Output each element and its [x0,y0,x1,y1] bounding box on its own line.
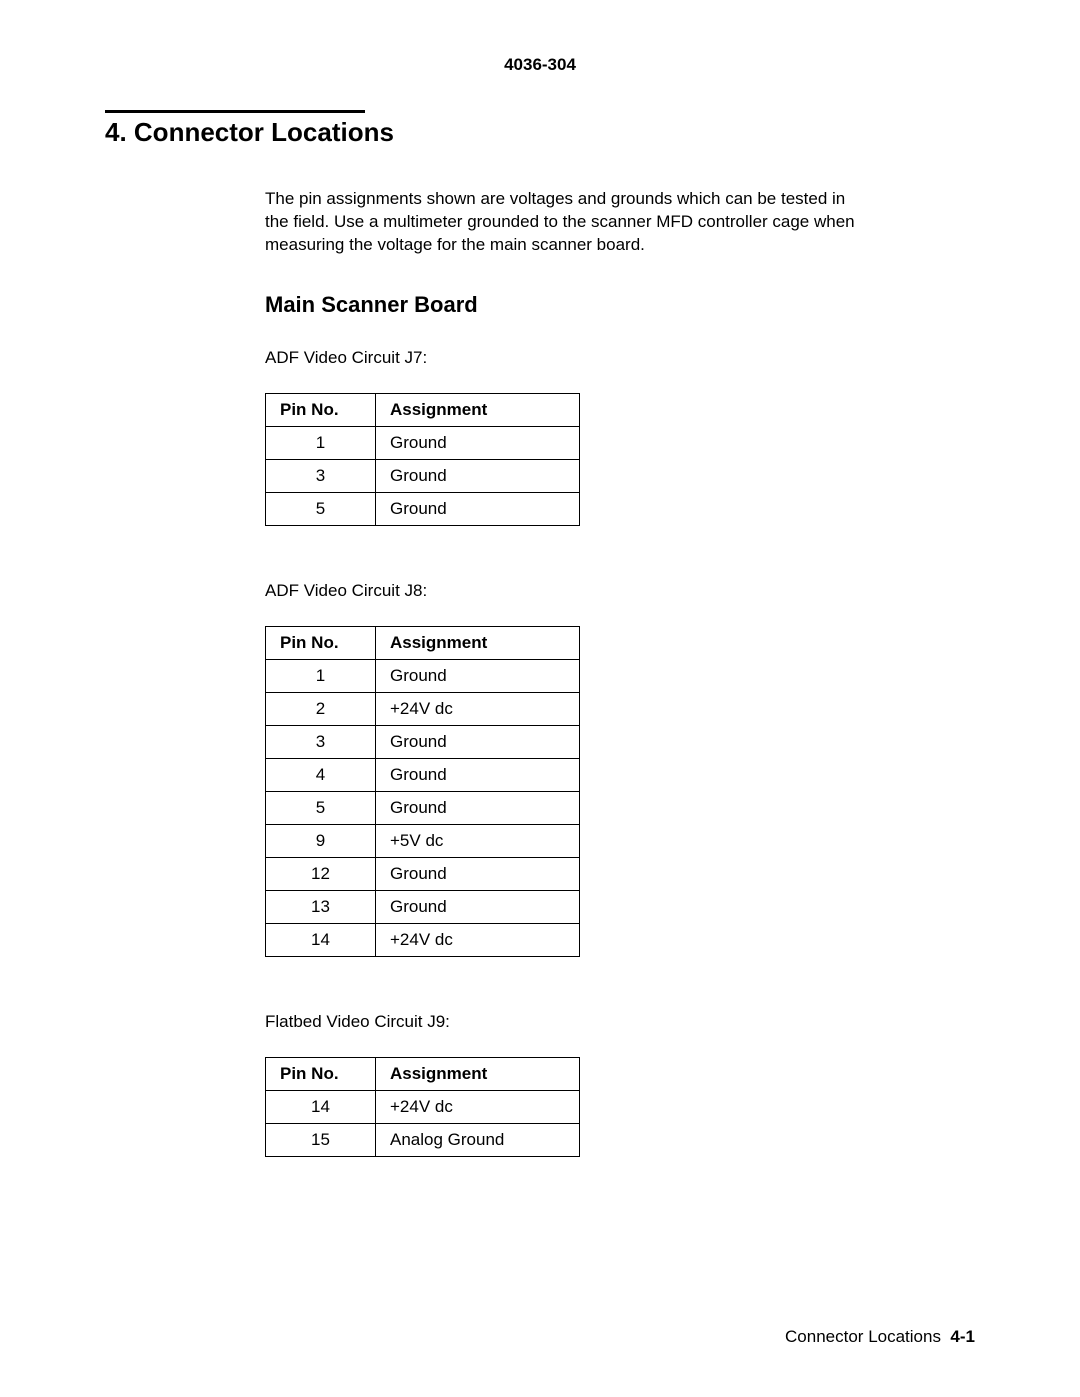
assignment-cell: Ground [376,492,580,525]
section-title: Main Scanner Board [265,292,865,318]
pin-cell: 5 [266,492,376,525]
chapter-title: 4. Connector Locations [105,117,975,148]
document-number: 4036-304 [105,55,975,75]
table-row: 4 Ground [266,758,580,791]
table-header-row: Pin No. Assignment [266,626,580,659]
table-row: 9 +5V dc [266,824,580,857]
assignment-cell: Ground [376,758,580,791]
table-label-j8: ADF Video Circuit J8: [265,581,865,601]
assignment-cell: Ground [376,857,580,890]
assignment-cell: Ground [376,659,580,692]
pin-cell: 3 [266,725,376,758]
body-block: The pin assignments shown are voltages a… [265,188,865,1157]
table-row: 5 Ground [266,492,580,525]
pin-cell: 14 [266,1090,376,1123]
pin-cell: 2 [266,692,376,725]
table-row: 5 Ground [266,791,580,824]
chapter-rule [105,110,365,113]
assignment-cell: +24V dc [376,692,580,725]
assignment-cell: Ground [376,426,580,459]
assignment-cell: Ground [376,890,580,923]
col-header-pin: Pin No. [266,626,376,659]
pin-cell: 13 [266,890,376,923]
pin-cell: 15 [266,1123,376,1156]
footer-label: Connector Locations [785,1327,941,1346]
pin-table-j8: Pin No. Assignment 1 Ground 2 +24V dc 3 … [265,626,580,957]
pin-table-j7: Pin No. Assignment 1 Ground 3 Ground 5 G… [265,393,580,526]
assignment-cell: Ground [376,459,580,492]
table-row: 14 +24V dc [266,923,580,956]
pin-cell: 4 [266,758,376,791]
pin-cell: 1 [266,426,376,459]
table-row: 1 Ground [266,659,580,692]
table-header-row: Pin No. Assignment [266,1057,580,1090]
pin-cell: 1 [266,659,376,692]
col-header-assignment: Assignment [376,393,580,426]
table-label-j9: Flatbed Video Circuit J9: [265,1012,865,1032]
col-header-assignment: Assignment [376,1057,580,1090]
table-row: 13 Ground [266,890,580,923]
assignment-cell: +5V dc [376,824,580,857]
pin-cell: 5 [266,791,376,824]
assignment-cell: Ground [376,725,580,758]
footer-page-number: 4-1 [950,1327,975,1346]
assignment-cell: +24V dc [376,1090,580,1123]
assignment-cell: Ground [376,791,580,824]
pin-cell: 14 [266,923,376,956]
table-row: 12 Ground [266,857,580,890]
table-row: 2 +24V dc [266,692,580,725]
col-header-pin: Pin No. [266,1057,376,1090]
intro-paragraph: The pin assignments shown are voltages a… [265,188,865,257]
table-header-row: Pin No. Assignment [266,393,580,426]
pin-cell: 12 [266,857,376,890]
page-footer: Connector Locations 4-1 [785,1327,975,1347]
pin-cell: 9 [266,824,376,857]
table-row: 14 +24V dc [266,1090,580,1123]
assignment-cell: +24V dc [376,923,580,956]
table-row: 15 Analog Ground [266,1123,580,1156]
table-row: 3 Ground [266,459,580,492]
col-header-pin: Pin No. [266,393,376,426]
pin-cell: 3 [266,459,376,492]
table-row: 1 Ground [266,426,580,459]
table-row: 3 Ground [266,725,580,758]
page: 4036-304 4. Connector Locations The pin … [0,0,1080,1397]
pin-table-j9: Pin No. Assignment 14 +24V dc 15 Analog … [265,1057,580,1157]
table-label-j7: ADF Video Circuit J7: [265,348,865,368]
assignment-cell: Analog Ground [376,1123,580,1156]
col-header-assignment: Assignment [376,626,580,659]
